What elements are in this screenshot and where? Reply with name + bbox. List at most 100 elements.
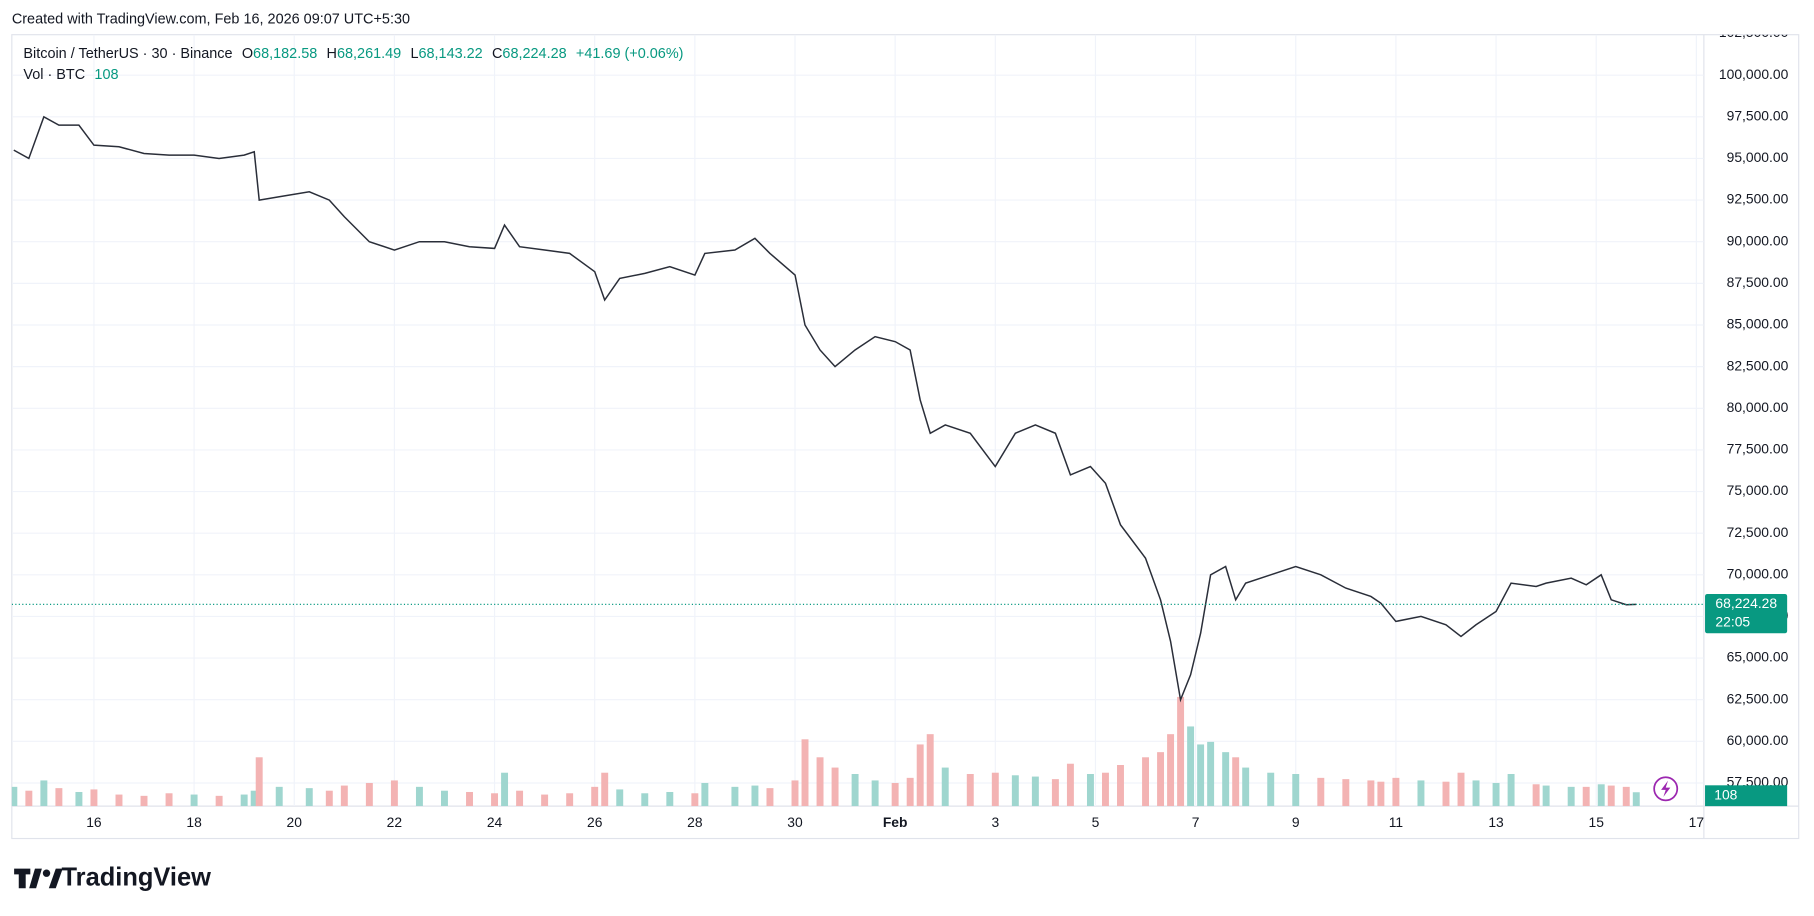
brand-name: TradingView [62, 864, 212, 892]
change: +41.69 (+0.06%) [576, 46, 684, 62]
volume-bar [1377, 781, 1385, 807]
volume-bar [305, 788, 313, 807]
ohlc-value: 68,143.22 [419, 46, 483, 62]
volume-badge-label: 108 [1714, 786, 1737, 802]
x-tick-label: 20 [287, 814, 303, 830]
volume-bar [801, 739, 809, 807]
volume-bar [1417, 780, 1425, 807]
y-tick-label: 75,000.00 [1727, 482, 1789, 498]
last-price-label: 68,224.28 [1715, 595, 1777, 611]
x-tick-label: 18 [186, 814, 202, 830]
volume-bar [851, 773, 859, 807]
volume-bar [190, 794, 198, 807]
volume-bar [751, 785, 759, 807]
volume-bar [1267, 772, 1275, 807]
symbol-name: Bitcoin / TetherUS · 30 · Binance [23, 46, 232, 62]
brand-logo [48, 868, 63, 889]
volume-bar [701, 782, 709, 807]
volume-bar [1367, 780, 1375, 807]
volume-bar [340, 785, 348, 807]
volume-bar [926, 734, 934, 807]
volume-bar [1102, 772, 1109, 807]
volume-bar [941, 767, 949, 807]
x-tick-label: 11 [1389, 814, 1404, 830]
volume-bar [1632, 792, 1640, 807]
y-tick-label: 65,000.00 [1727, 649, 1789, 665]
y-tick-label: 82,500.00 [1727, 357, 1789, 373]
volume-bar [1117, 765, 1124, 807]
y-tick-label: 72,500.00 [1727, 524, 1789, 540]
volume-bar [641, 793, 649, 807]
volume-bar [1142, 757, 1150, 807]
volume-bar [501, 772, 509, 807]
countdown: 22:05 [1715, 614, 1750, 630]
volume-bar [1177, 696, 1185, 807]
volume-bar [1342, 779, 1350, 807]
volume-bar [831, 767, 839, 807]
volume-bar [616, 789, 624, 807]
volume-bar [90, 789, 98, 807]
volume-bar [1582, 786, 1590, 807]
x-tick-label: 28 [687, 814, 703, 830]
volume-bar [891, 782, 899, 807]
volume-bar [566, 793, 574, 807]
volume-bar [1222, 752, 1230, 807]
volume-bar [1507, 773, 1515, 807]
volume-bar [541, 794, 549, 807]
volume-bar [916, 744, 924, 807]
volume-bar [165, 793, 173, 807]
volume-bar [1492, 782, 1500, 807]
volume-bar [591, 786, 599, 807]
y-tick-label: 77,500.00 [1727, 441, 1789, 457]
ohlc-key: H [327, 46, 337, 62]
volume-bar [1207, 741, 1215, 807]
y-tick-label: 85,000.00 [1727, 316, 1789, 332]
volume-bar [255, 757, 263, 807]
volume-bar [466, 791, 473, 807]
x-tick-label: 7 [1192, 814, 1200, 830]
volume-bar [731, 786, 739, 807]
x-tick-label: Feb [883, 814, 908, 830]
volume-bar [691, 793, 699, 807]
y-tick-label: 62,500.00 [1727, 690, 1789, 706]
volume-bar [1567, 786, 1575, 807]
volume-bar [1011, 775, 1019, 807]
volume-bar [55, 788, 63, 807]
volume-bar [1232, 757, 1240, 807]
volume-value: 108 [94, 67, 118, 83]
x-tick-label: 16 [86, 814, 102, 830]
volume-bar [1031, 776, 1039, 807]
volume-bar [1472, 780, 1480, 807]
x-tick-label: 9 [1292, 814, 1300, 830]
volume-bar [441, 790, 448, 807]
volume-bar [240, 794, 248, 807]
volume-bar [75, 791, 83, 807]
y-tick-label: 90,000.00 [1727, 232, 1789, 248]
volume-bar [1167, 734, 1175, 807]
volume-badge [1705, 785, 1788, 807]
volume-bar [40, 780, 48, 807]
ohlc-key: L [410, 46, 418, 62]
volume-bar [390, 780, 398, 807]
price-line [13, 115, 1637, 703]
x-tick-label: 15 [1589, 814, 1605, 830]
y-tick-label: 92,500.00 [1727, 191, 1789, 207]
frame [11, 34, 1800, 840]
volume-bar [11, 786, 18, 807]
volume-bar [1542, 785, 1550, 807]
volume-bar [1197, 744, 1205, 807]
x-tick-label: 13 [1488, 814, 1504, 830]
volume-bar [1457, 772, 1465, 807]
brand: TradingView [14, 864, 211, 892]
brand-logo [14, 868, 42, 889]
volume-bar [816, 757, 824, 807]
volume-bar [115, 794, 123, 807]
ohlc-value: 68,224.28 [502, 46, 566, 62]
volume-bar [966, 773, 974, 807]
volume-bar [516, 790, 524, 807]
volume-bar [1242, 767, 1250, 807]
volume-bar [1597, 784, 1605, 807]
volume-bar [1086, 773, 1094, 807]
y-tick-label: 100,000.00 [1719, 66, 1789, 82]
